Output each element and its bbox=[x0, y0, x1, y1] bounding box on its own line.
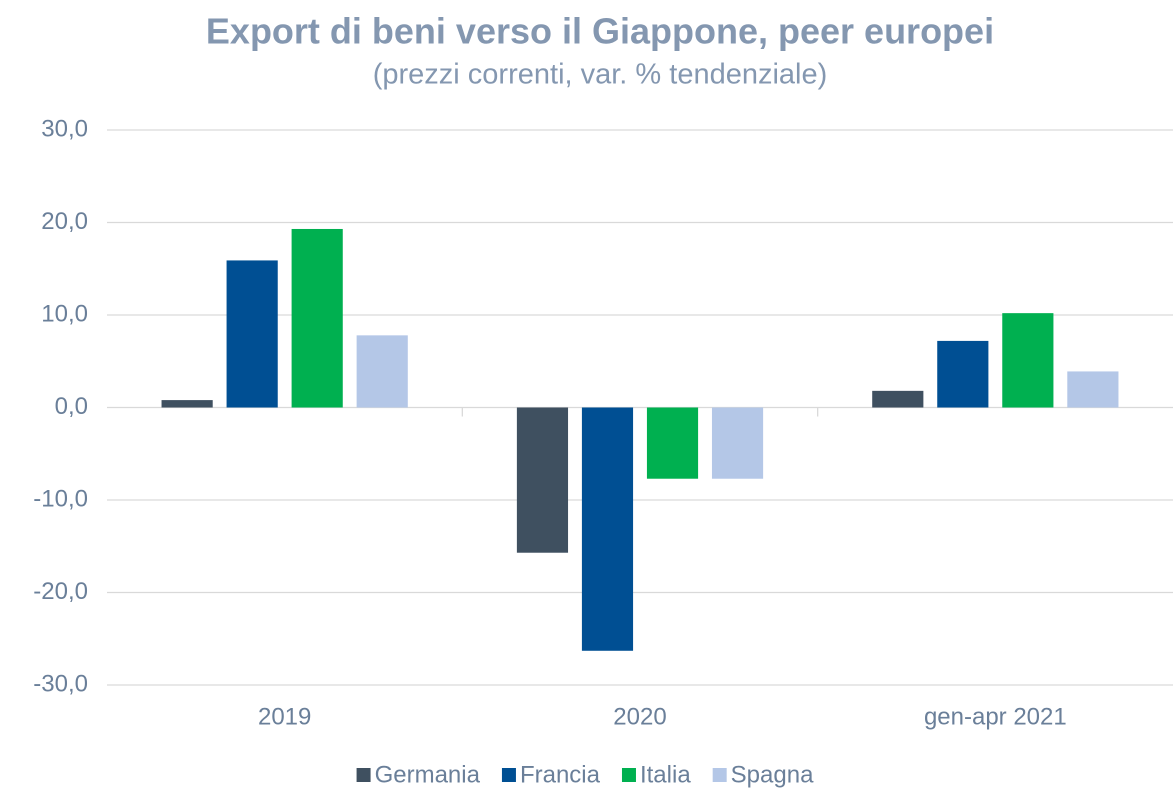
bar bbox=[356, 335, 408, 408]
x-tick-label: 2020 bbox=[613, 703, 666, 730]
bar bbox=[1067, 371, 1119, 408]
x-tick-label: 2019 bbox=[258, 703, 311, 730]
legend-label: Italia bbox=[640, 761, 691, 788]
y-tick-label: 20,0 bbox=[41, 208, 88, 235]
legend-swatch bbox=[356, 768, 371, 782]
bar bbox=[161, 400, 213, 408]
y-tick-label: 30,0 bbox=[41, 115, 88, 142]
y-tick-label: -10,0 bbox=[33, 485, 88, 512]
bar bbox=[516, 407, 569, 553]
legend-swatch bbox=[501, 768, 516, 782]
bar bbox=[1002, 313, 1054, 408]
legend-swatch bbox=[712, 768, 727, 782]
legend-label: Germania bbox=[375, 761, 481, 788]
y-tick-label: 0,0 bbox=[55, 393, 88, 420]
bar bbox=[711, 407, 764, 479]
legend-label: Spagna bbox=[731, 761, 814, 788]
bar bbox=[291, 228, 343, 408]
bar bbox=[646, 407, 699, 479]
bar bbox=[872, 390, 924, 408]
y-tick-label: 10,0 bbox=[41, 300, 88, 327]
y-tick-label: -30,0 bbox=[33, 670, 88, 697]
bar bbox=[226, 260, 278, 408]
chart-title: Export di beni verso il Giappone, peer e… bbox=[206, 11, 994, 52]
bar bbox=[581, 407, 634, 651]
x-tick-label: gen-apr 2021 bbox=[924, 703, 1067, 730]
legend-swatch bbox=[621, 768, 636, 782]
bar bbox=[937, 340, 989, 408]
chart-subtitle: (prezzi correnti, var. % tendenziale) bbox=[373, 59, 828, 91]
legend-label: Francia bbox=[520, 761, 601, 788]
y-tick-label: -20,0 bbox=[33, 578, 88, 605]
